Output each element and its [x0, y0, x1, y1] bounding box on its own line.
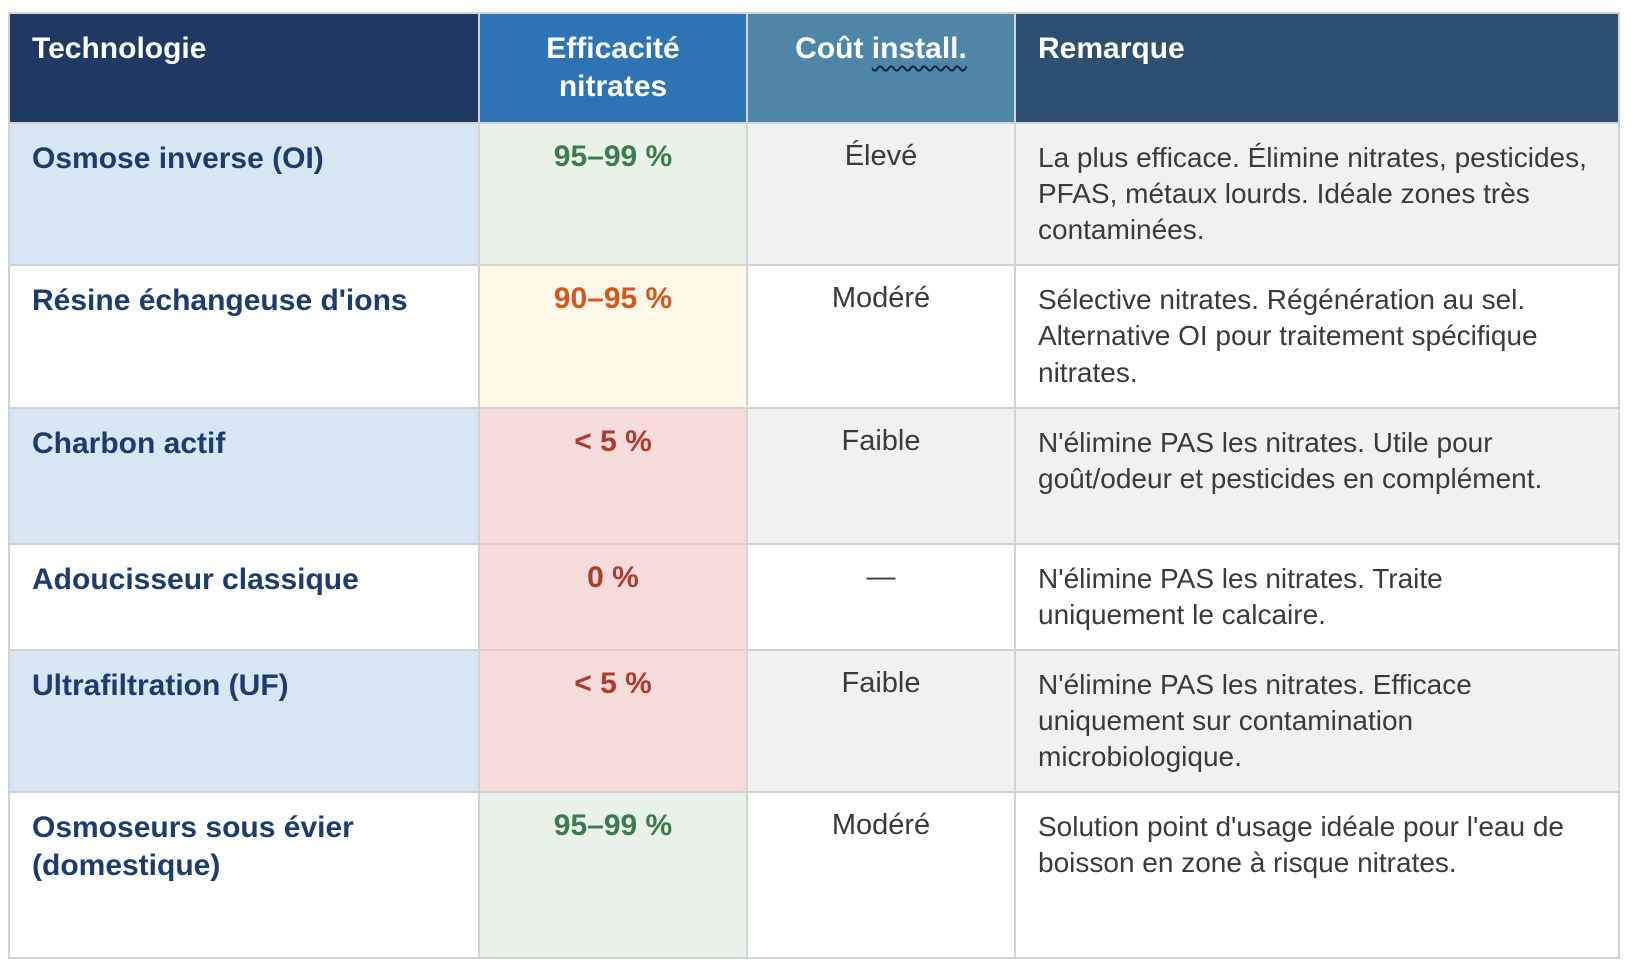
cell-technology: Charbon actif	[8, 406, 480, 545]
table-row-adoucisseur-classique: Adoucisseur classique 0 % — N'élimine PA…	[8, 542, 1620, 651]
table-header: Technologie Efficacité nitrates Coût ins…	[8, 12, 1620, 124]
cell-efficiency: 95–99 %	[478, 791, 748, 960]
cell-cost: Modéré	[746, 264, 1016, 409]
table-row-osmoseurs-sous-evier: Osmoseurs sous évier (domestique) 95–99 …	[8, 791, 1620, 960]
water-treatment-table-container: Technologie Efficacité nitrates Coût ins…	[8, 12, 1620, 960]
header-install-wavy-underline: install.	[871, 32, 967, 65]
cell-efficiency: 95–99 %	[478, 121, 748, 267]
cell-remark: Sélective nitrates. Régénération au sel.…	[1014, 264, 1620, 409]
table-row-osmose-inverse: Osmose inverse (OI) 95–99 % Élevé La plu…	[8, 121, 1620, 267]
cell-remark: N'élimine PAS les nitrates. Traite uniqu…	[1014, 542, 1620, 651]
cell-technology: Osmoseurs sous évier (domestique)	[8, 791, 480, 960]
cell-cost: —	[746, 542, 1016, 651]
table-body: Osmose inverse (OI) 95–99 % Élevé La plu…	[8, 121, 1620, 960]
table-row-ultrafiltration: Ultrafiltration (UF) < 5 % Faible N'élim…	[8, 648, 1620, 794]
cell-technology: Ultrafiltration (UF)	[8, 648, 480, 794]
table-row-resine-echangeuse: Résine échangeuse d'ions 90–95 % Modéré …	[8, 264, 1620, 409]
cell-technology: Osmose inverse (OI)	[8, 121, 480, 267]
water-treatment-comparison-table: Technologie Efficacité nitrates Coût ins…	[8, 12, 1620, 960]
cell-remark: La plus efficace. Élimine nitrates, pest…	[1014, 121, 1620, 267]
header-remarque: Remarque	[1014, 12, 1620, 124]
cell-cost: Modéré	[746, 791, 1016, 960]
header-technologie: Technologie	[8, 12, 480, 124]
table-row-charbon-actif: Charbon actif < 5 % Faible N'élimine PAS…	[8, 406, 1620, 545]
header-row: Technologie Efficacité nitrates Coût ins…	[8, 12, 1620, 124]
cell-cost: Élevé	[746, 121, 1016, 267]
cell-technology: Résine échangeuse d'ions	[8, 264, 480, 409]
cell-remark: N'élimine PAS les nitrates. Efficace uni…	[1014, 648, 1620, 794]
cell-efficiency: < 5 %	[478, 406, 748, 545]
cell-remark: Solution point d'usage idéale pour l'eau…	[1014, 791, 1620, 960]
header-cout-plain: Coût	[795, 32, 872, 65]
cell-cost: Faible	[746, 406, 1016, 545]
cell-remark: N'élimine PAS les nitrates. Utile pour g…	[1014, 406, 1620, 545]
cell-efficiency: < 5 %	[478, 648, 748, 794]
cell-technology: Adoucisseur classique	[8, 542, 480, 651]
header-efficacite-nitrates: Efficacité nitrates	[478, 12, 748, 124]
cell-efficiency: 0 %	[478, 542, 748, 651]
header-cout-install: Coût install.	[746, 12, 1016, 124]
cell-cost: Faible	[746, 648, 1016, 794]
cell-efficiency: 90–95 %	[478, 264, 748, 409]
